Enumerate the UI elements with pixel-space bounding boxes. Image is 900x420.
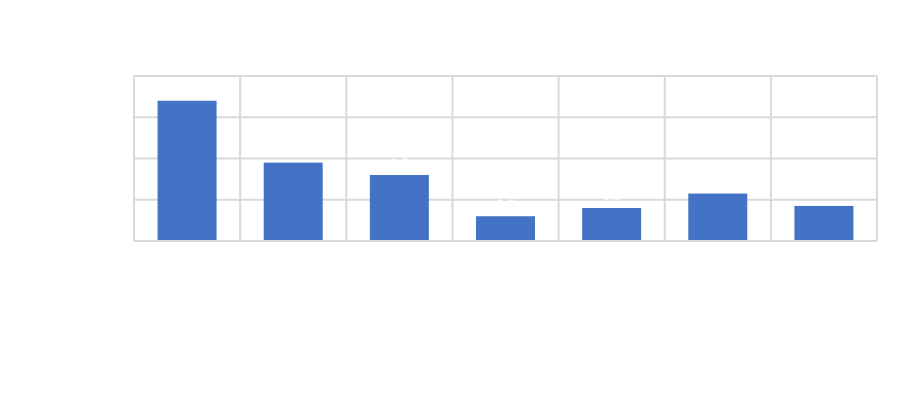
bar [688, 193, 748, 241]
data-label: 1.15 [705, 174, 730, 189]
bar-series [157, 100, 854, 241]
data-label: 0.8 [603, 188, 621, 203]
data-label: 0.6 [496, 196, 514, 211]
bar [582, 208, 642, 241]
bar [369, 175, 429, 241]
gridlines [133, 75, 878, 242]
data-labels: 3.4 1.9 1.6 0.6 0.8 1.15 0.85 [178, 81, 837, 212]
data-label: 1.6 [390, 155, 408, 170]
bar [476, 216, 535, 241]
data-label: 1.9 [284, 143, 302, 158]
bar [157, 100, 217, 241]
data-label: 0.85 [811, 186, 836, 201]
bar [263, 162, 323, 241]
bar [794, 205, 854, 241]
data-label: 3.4 [178, 81, 196, 96]
